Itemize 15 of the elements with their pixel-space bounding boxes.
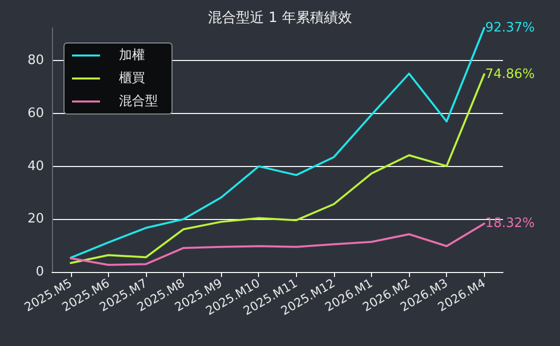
legend-label: 櫃買 — [119, 71, 145, 86]
legend-label: 加權 — [119, 48, 145, 63]
line-series — [70, 73, 486, 264]
y-tick-label: 40 — [27, 158, 44, 174]
y-tick-label: 60 — [27, 106, 44, 122]
y-tick-label: 80 — [27, 53, 44, 68]
y-tick-label: 20 — [27, 212, 44, 227]
data-label: 74.86% — [485, 66, 535, 82]
chart-title: 混合型近 1 年累積績效 — [208, 10, 352, 26]
data-label: 18.32% — [485, 216, 535, 232]
line-series — [70, 222, 486, 266]
y-tick-label: 0 — [36, 264, 44, 280]
line-series — [70, 27, 486, 259]
data-label: 92.37% — [485, 20, 535, 36]
legend-label: 混合型 — [119, 94, 158, 109]
